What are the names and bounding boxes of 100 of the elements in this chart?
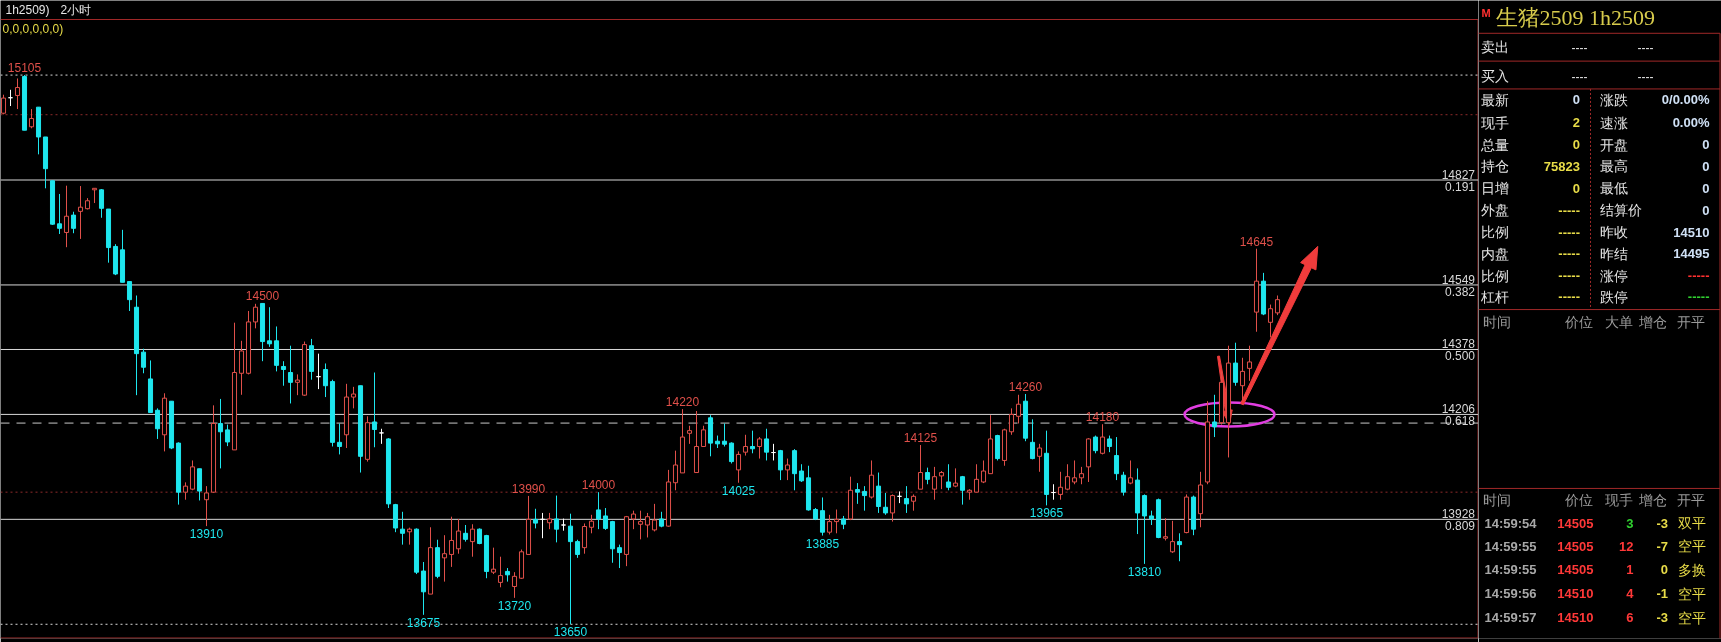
annotation: 0.191 xyxy=(1444,180,1476,195)
text: 大单 xyxy=(1604,314,1633,331)
text: 14:59:55 xyxy=(1484,562,1537,578)
text: 14510 xyxy=(1557,586,1594,602)
text: 6 xyxy=(1626,610,1634,626)
text: 空平 xyxy=(1677,538,1706,555)
text: 空平 xyxy=(1677,585,1706,602)
text: 持仓 xyxy=(1480,158,1509,175)
annotation: 13810 xyxy=(1127,564,1162,579)
text: ---- xyxy=(1637,40,1654,55)
text: 日增 xyxy=(1480,180,1509,197)
text: 跌停 xyxy=(1599,288,1628,305)
text: ----- xyxy=(1558,202,1581,218)
text: 现手 xyxy=(1604,492,1633,509)
text: 生猪2509 1h2509 xyxy=(1495,4,1655,30)
text: 双平 xyxy=(1677,515,1706,532)
text: 0 xyxy=(1702,137,1710,153)
text: 14495 xyxy=(1673,246,1710,262)
annotation: 13885 xyxy=(805,536,840,551)
text: 0 xyxy=(1702,158,1710,174)
annotation: 0.382 xyxy=(1444,284,1476,299)
text: 时间 xyxy=(1482,314,1511,331)
text: 速涨 xyxy=(1599,114,1628,131)
text: 最低 xyxy=(1599,180,1628,197)
annotation: 14000 xyxy=(581,478,616,493)
text: ----- xyxy=(1558,289,1581,305)
text: ----- xyxy=(1687,268,1710,284)
text: 14:59:54 xyxy=(1484,515,1538,531)
text: 时间 xyxy=(1482,492,1511,509)
annotation: 15105 xyxy=(7,61,42,76)
text: 涨跌 xyxy=(1599,91,1628,108)
text: 0 xyxy=(1572,92,1580,108)
text: 比例 xyxy=(1480,267,1509,284)
ref-line-label: 13928 xyxy=(1441,507,1476,522)
annotation: 13965 xyxy=(1029,506,1064,521)
text: 昨收 xyxy=(1599,224,1628,241)
text: 75823 xyxy=(1543,158,1581,174)
text: 空平 xyxy=(1677,609,1706,626)
annotation: 13675 xyxy=(406,615,441,630)
annotation: 13720 xyxy=(497,598,532,613)
text: 1 xyxy=(1626,562,1634,578)
annotation: 14645 xyxy=(1239,234,1274,249)
text: 0/0.00% xyxy=(1661,92,1710,108)
annotation: 14125 xyxy=(903,430,938,445)
text: ---- xyxy=(1571,69,1588,84)
text: 3 xyxy=(1626,515,1634,531)
text: 0 xyxy=(1572,137,1580,153)
text: 开盘 xyxy=(1599,136,1628,153)
text: 14505 xyxy=(1557,538,1594,554)
text: ----- xyxy=(1558,268,1581,284)
text: 现手 xyxy=(1480,114,1509,131)
text: 2小时 xyxy=(60,2,92,17)
text: M xyxy=(1481,7,1491,20)
text: 14:59:57 xyxy=(1484,610,1537,626)
text: 总量 xyxy=(1479,136,1509,153)
text: 1h2509) xyxy=(5,2,50,17)
annotation: 13910 xyxy=(189,527,224,542)
text: 4 xyxy=(1626,586,1635,602)
text: 14:59:55 xyxy=(1484,538,1537,554)
annotation: 0.809 xyxy=(1444,519,1476,534)
text: ----- xyxy=(1558,224,1581,240)
text: 12 xyxy=(1619,538,1634,554)
annotation: 14500 xyxy=(245,289,280,304)
text: 涨停 xyxy=(1599,267,1628,284)
text: 0,0,0,0,0,0) xyxy=(2,21,64,36)
text: 杠杆 xyxy=(1479,288,1509,305)
text: 14:59:56 xyxy=(1484,586,1537,602)
ref-line-label: 14827 xyxy=(1441,168,1476,183)
text: 14510 xyxy=(1673,224,1710,240)
text: 0 xyxy=(1572,180,1580,196)
text: -3 xyxy=(1656,610,1668,626)
annotation: 13650 xyxy=(553,625,588,640)
text: ---- xyxy=(1571,40,1588,55)
text: ---- xyxy=(1637,69,1654,84)
text: 多换 xyxy=(1677,561,1706,578)
text: -7 xyxy=(1656,538,1668,554)
ref-line-label: 14206 xyxy=(1441,402,1476,417)
text: 外盘 xyxy=(1480,202,1509,219)
text: 0 xyxy=(1702,180,1710,196)
text: 最新 xyxy=(1480,91,1509,108)
annotation: 14220 xyxy=(665,395,700,410)
text: 14510 xyxy=(1557,610,1594,626)
text: 2 xyxy=(1572,115,1580,131)
annotation: 13990 xyxy=(511,481,546,496)
text: 价位 xyxy=(1563,492,1593,509)
text: -3 xyxy=(1656,515,1668,531)
ref-line-label: 14378 xyxy=(1441,337,1476,352)
text: 价位 xyxy=(1563,314,1593,331)
text: 最高 xyxy=(1599,158,1628,175)
text: 卖出 xyxy=(1480,39,1509,56)
annotation: 14260 xyxy=(1008,380,1043,395)
text: 比例 xyxy=(1480,224,1509,241)
annotation: 14025 xyxy=(721,483,756,498)
text: 买入 xyxy=(1480,68,1509,85)
text: 增仓 xyxy=(1637,314,1667,331)
text: 结算价 xyxy=(1599,202,1642,219)
text: 昨结 xyxy=(1599,245,1628,262)
text: ----- xyxy=(1558,246,1581,262)
text: 0.00% xyxy=(1672,115,1710,131)
text: 0 xyxy=(1702,202,1710,218)
